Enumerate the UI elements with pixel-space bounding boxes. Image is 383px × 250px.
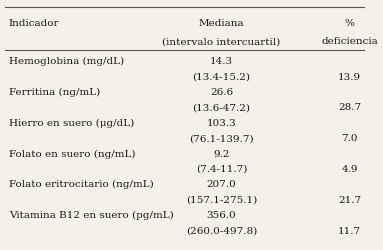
Text: (76.1-139.7): (76.1-139.7) (189, 134, 254, 142)
Text: 26.6: 26.6 (210, 88, 233, 97)
Text: Folato eritrocitario (ng/mL): Folato eritrocitario (ng/mL) (9, 180, 154, 189)
Text: Vitamina B12 en suero (pg/mL): Vitamina B12 en suero (pg/mL) (9, 210, 173, 220)
Text: 13.9: 13.9 (338, 72, 361, 81)
Text: 207.0: 207.0 (206, 180, 236, 188)
Text: Mediana: Mediana (199, 19, 244, 28)
Text: Hemoglobina (mg/dL): Hemoglobina (mg/dL) (9, 57, 124, 66)
Text: 103.3: 103.3 (206, 118, 236, 127)
Text: 21.7: 21.7 (338, 195, 361, 204)
Text: (260.0-497.8): (260.0-497.8) (186, 226, 257, 234)
Text: (13.4-15.2): (13.4-15.2) (192, 72, 250, 81)
Text: 356.0: 356.0 (206, 210, 236, 219)
Text: Hierro en suero (μg/dL): Hierro en suero (μg/dL) (9, 118, 134, 128)
Text: 14.3: 14.3 (210, 57, 233, 66)
Text: (157.1-275.1): (157.1-275.1) (186, 195, 257, 204)
Text: (intervalo intercuartil): (intervalo intercuartil) (162, 37, 280, 46)
Text: 11.7: 11.7 (338, 226, 361, 234)
Text: (13.6-47.2): (13.6-47.2) (192, 103, 250, 112)
Text: Indicador: Indicador (9, 19, 59, 28)
Text: 28.7: 28.7 (338, 103, 361, 112)
Text: deficiencia: deficiencia (321, 37, 378, 46)
Text: %: % (345, 19, 355, 28)
Text: Folato en suero (ng/mL): Folato en suero (ng/mL) (9, 149, 135, 158)
Text: 4.9: 4.9 (342, 164, 358, 173)
Text: Ferritina (ng/mL): Ferritina (ng/mL) (9, 88, 100, 97)
Text: (7.4-11.7): (7.4-11.7) (196, 164, 247, 173)
Text: 9.2: 9.2 (213, 149, 230, 158)
Text: 7.0: 7.0 (342, 134, 358, 142)
